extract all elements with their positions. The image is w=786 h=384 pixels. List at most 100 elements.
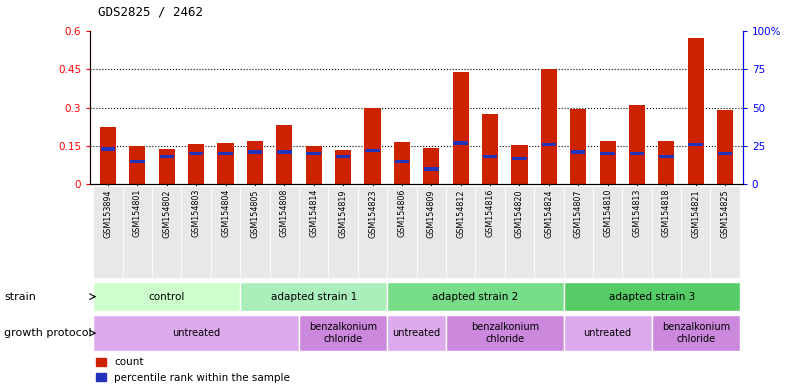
Bar xyxy=(248,151,263,154)
Bar xyxy=(130,160,145,163)
Bar xyxy=(335,150,351,184)
FancyBboxPatch shape xyxy=(182,186,211,278)
Text: adapted strain 2: adapted strain 2 xyxy=(432,291,519,302)
FancyBboxPatch shape xyxy=(299,315,387,351)
Text: GSM154813: GSM154813 xyxy=(633,189,641,237)
Text: GSM154819: GSM154819 xyxy=(339,189,347,238)
Text: untreated: untreated xyxy=(392,328,441,338)
Bar xyxy=(189,152,204,155)
FancyBboxPatch shape xyxy=(270,186,299,278)
Bar xyxy=(336,155,351,158)
Text: strain: strain xyxy=(4,291,36,302)
Bar xyxy=(130,146,145,184)
Text: GSM154809: GSM154809 xyxy=(427,189,435,238)
FancyBboxPatch shape xyxy=(564,315,652,351)
Bar xyxy=(659,141,674,184)
Text: GSM154812: GSM154812 xyxy=(456,189,465,238)
Bar xyxy=(571,151,586,154)
Bar xyxy=(512,157,527,160)
FancyBboxPatch shape xyxy=(123,186,152,278)
FancyBboxPatch shape xyxy=(652,315,740,351)
Bar xyxy=(160,155,174,158)
Bar xyxy=(541,69,557,184)
Bar xyxy=(689,143,703,146)
Text: GSM154802: GSM154802 xyxy=(162,189,171,238)
Bar xyxy=(159,149,174,184)
Text: benzalkonium
chloride: benzalkonium chloride xyxy=(309,322,377,344)
Bar xyxy=(423,149,439,184)
Text: GSM154814: GSM154814 xyxy=(309,189,318,237)
FancyBboxPatch shape xyxy=(94,315,299,351)
Bar xyxy=(453,72,468,184)
Bar xyxy=(365,108,380,184)
Bar xyxy=(601,152,615,155)
Text: GSM154803: GSM154803 xyxy=(192,189,200,237)
Text: GSM154824: GSM154824 xyxy=(545,189,553,238)
Bar xyxy=(718,152,733,155)
FancyBboxPatch shape xyxy=(505,186,534,278)
FancyBboxPatch shape xyxy=(94,282,241,311)
Bar xyxy=(100,127,116,184)
FancyBboxPatch shape xyxy=(476,186,505,278)
Bar xyxy=(659,155,674,158)
Text: GSM154818: GSM154818 xyxy=(662,189,671,237)
Text: GSM154816: GSM154816 xyxy=(486,189,494,237)
Text: untreated: untreated xyxy=(583,328,632,338)
Legend: count, percentile rank within the sample: count, percentile rank within the sample xyxy=(96,358,290,382)
Bar xyxy=(277,151,292,154)
Text: GSM153894: GSM153894 xyxy=(104,189,112,238)
Bar xyxy=(306,146,321,184)
Bar xyxy=(629,105,645,184)
Bar xyxy=(365,149,380,152)
Text: GSM154810: GSM154810 xyxy=(603,189,612,237)
FancyBboxPatch shape xyxy=(358,186,387,278)
Bar xyxy=(101,147,116,151)
Bar xyxy=(276,125,292,184)
FancyBboxPatch shape xyxy=(94,186,123,278)
Text: GSM154807: GSM154807 xyxy=(574,189,582,238)
FancyBboxPatch shape xyxy=(623,186,652,278)
Text: control: control xyxy=(149,291,185,302)
Text: benzalkonium
chloride: benzalkonium chloride xyxy=(471,322,538,344)
Bar xyxy=(188,144,204,184)
FancyBboxPatch shape xyxy=(417,186,446,278)
Bar xyxy=(512,145,527,184)
Bar xyxy=(219,152,233,155)
Text: GSM154808: GSM154808 xyxy=(280,189,288,237)
Bar xyxy=(570,109,586,184)
Text: GSM154806: GSM154806 xyxy=(398,189,406,237)
FancyBboxPatch shape xyxy=(299,186,329,278)
Bar xyxy=(218,142,233,184)
Bar xyxy=(717,110,733,184)
Text: GSM154825: GSM154825 xyxy=(721,189,729,238)
Text: adapted strain 1: adapted strain 1 xyxy=(270,291,357,302)
Bar xyxy=(482,114,498,184)
Text: GDS2825 / 2462: GDS2825 / 2462 xyxy=(98,5,204,18)
FancyBboxPatch shape xyxy=(387,315,446,351)
FancyBboxPatch shape xyxy=(387,282,564,311)
Bar xyxy=(483,155,498,158)
FancyBboxPatch shape xyxy=(446,315,564,351)
FancyBboxPatch shape xyxy=(593,186,623,278)
FancyBboxPatch shape xyxy=(652,186,681,278)
Bar xyxy=(395,160,410,163)
Text: GSM154821: GSM154821 xyxy=(691,189,700,238)
Text: GSM154823: GSM154823 xyxy=(368,189,377,238)
FancyBboxPatch shape xyxy=(446,186,476,278)
Bar xyxy=(394,142,410,184)
Text: GSM154801: GSM154801 xyxy=(133,189,142,237)
Bar xyxy=(424,167,439,170)
FancyBboxPatch shape xyxy=(211,186,241,278)
Bar xyxy=(247,141,263,184)
Text: growth protocol: growth protocol xyxy=(4,328,91,338)
FancyBboxPatch shape xyxy=(534,186,564,278)
Bar xyxy=(600,141,615,184)
Bar xyxy=(454,141,468,144)
Text: untreated: untreated xyxy=(172,328,220,338)
Text: GSM154805: GSM154805 xyxy=(251,189,259,238)
Bar xyxy=(542,143,556,146)
FancyBboxPatch shape xyxy=(564,282,740,311)
FancyBboxPatch shape xyxy=(711,186,740,278)
Text: GSM154804: GSM154804 xyxy=(221,189,230,237)
FancyBboxPatch shape xyxy=(241,186,270,278)
